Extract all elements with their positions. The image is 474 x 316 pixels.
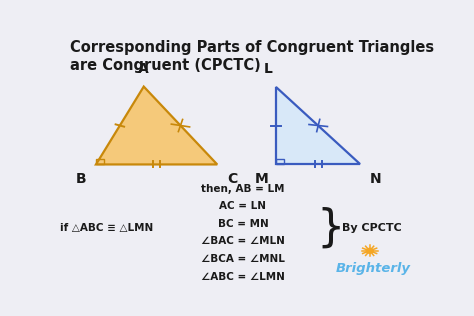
Text: L: L [264, 62, 273, 76]
Text: Brighterly: Brighterly [336, 262, 411, 275]
Text: N: N [369, 172, 381, 186]
Text: }: } [316, 206, 345, 249]
Text: ∠ABC = ∠LMN: ∠ABC = ∠LMN [201, 271, 285, 282]
Text: then, AB = LM: then, AB = LM [201, 184, 285, 194]
Text: B: B [76, 172, 87, 186]
Polygon shape [276, 87, 360, 164]
Text: AC = LN: AC = LN [219, 201, 266, 211]
Text: C: C [227, 172, 237, 186]
Text: if △ABC ≡ △LMN: if △ABC ≡ △LMN [60, 223, 154, 233]
Text: ∠BCA = ∠MNL: ∠BCA = ∠MNL [201, 254, 285, 264]
Text: A: A [138, 62, 149, 76]
Text: ∠BAC = ∠MLN: ∠BAC = ∠MLN [201, 236, 285, 246]
Text: BC = MN: BC = MN [218, 219, 268, 229]
Text: M: M [255, 172, 268, 186]
Text: By CPCTC: By CPCTC [342, 223, 402, 233]
Polygon shape [96, 87, 217, 164]
Text: Corresponding Parts of Congruent Triangles
are Congruent (CPCTC): Corresponding Parts of Congruent Triangl… [70, 40, 434, 73]
Circle shape [366, 248, 374, 253]
